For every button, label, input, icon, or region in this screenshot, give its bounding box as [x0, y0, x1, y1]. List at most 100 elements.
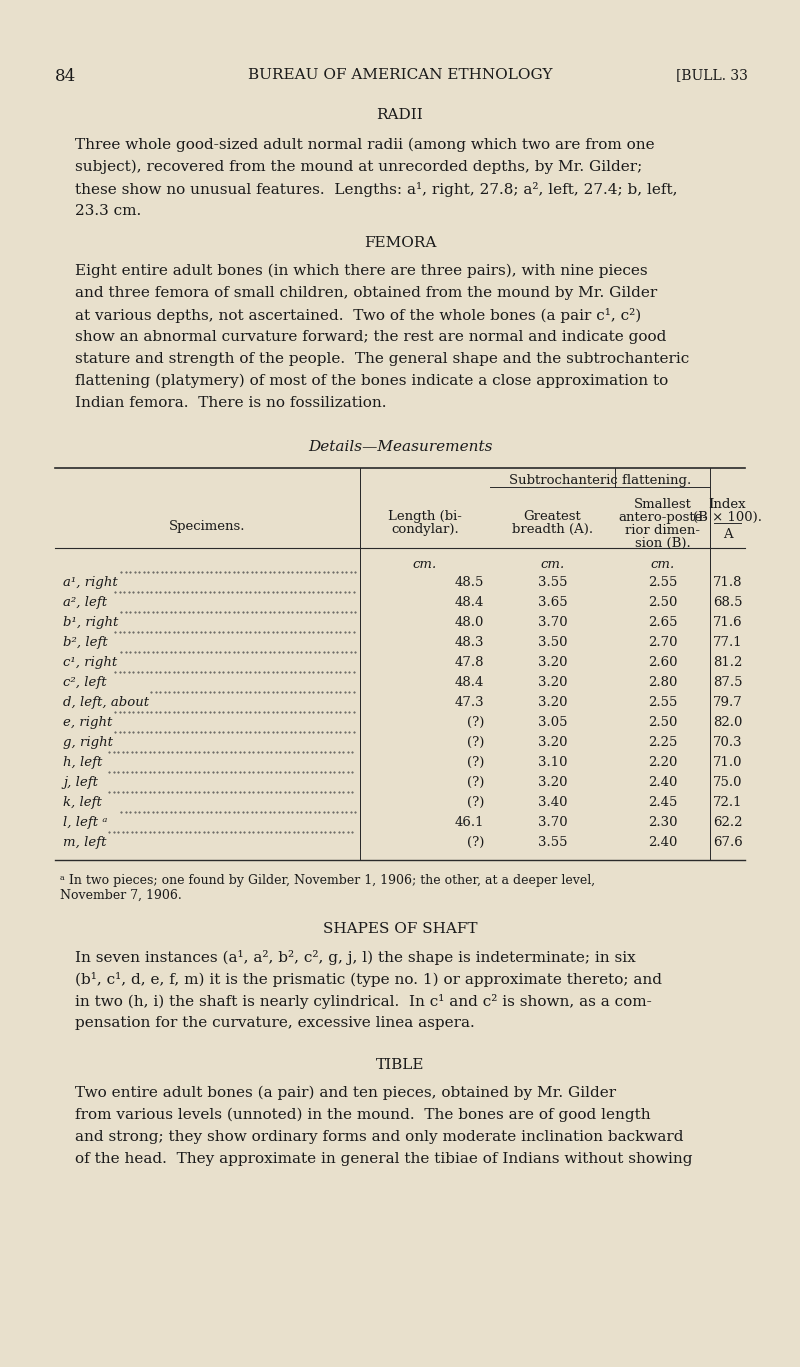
Text: flattening (platymery) of most of the bones indicate a close approximation to: flattening (platymery) of most of the bo… — [75, 375, 668, 388]
Text: 47.3: 47.3 — [454, 696, 484, 709]
Text: h, left: h, left — [63, 756, 102, 770]
Text: Index: Index — [709, 498, 746, 511]
Text: b², left: b², left — [63, 636, 108, 649]
Text: cm.: cm. — [650, 558, 674, 571]
Text: c¹, right: c¹, right — [63, 656, 118, 668]
Text: 87.5: 87.5 — [713, 677, 742, 689]
Text: subject), recovered from the mound at unrecorded depths, by Mr. Gilder;: subject), recovered from the mound at un… — [75, 160, 642, 175]
Text: Two entire adult bones (a pair) and ten pieces, obtained by Mr. Gilder: Two entire adult bones (a pair) and ten … — [75, 1085, 616, 1100]
Text: and strong; they show ordinary forms and only moderate inclination backward: and strong; they show ordinary forms and… — [75, 1131, 683, 1144]
Text: 3.05: 3.05 — [538, 716, 567, 729]
Text: 3.50: 3.50 — [538, 636, 567, 649]
Text: 3.40: 3.40 — [538, 796, 567, 809]
Text: A: A — [722, 528, 732, 541]
Text: rior dimen-: rior dimen- — [625, 524, 700, 537]
Text: show an abnormal curvature forward; the rest are normal and indicate good: show an abnormal curvature forward; the … — [75, 329, 666, 344]
Text: Eight entire adult bones (in which there are three pairs), with nine pieces: Eight entire adult bones (in which there… — [75, 264, 648, 279]
Text: 3.10: 3.10 — [538, 756, 567, 770]
Text: Greatest: Greatest — [524, 510, 582, 524]
Text: Specimens.: Specimens. — [170, 519, 246, 533]
Text: in two (h, i) the shaft is nearly cylindrical.  In c¹ and c² is shown, as a com-: in two (h, i) the shaft is nearly cylind… — [75, 994, 652, 1009]
Text: 84: 84 — [55, 68, 76, 85]
Text: 75.0: 75.0 — [713, 776, 742, 789]
Text: (?): (?) — [466, 796, 484, 809]
Text: Subtrochanteric flattening.: Subtrochanteric flattening. — [509, 474, 691, 487]
Text: TIBLE: TIBLE — [376, 1058, 424, 1072]
Text: 2.40: 2.40 — [648, 837, 677, 849]
Text: breadth (A).: breadth (A). — [512, 524, 593, 536]
Text: (?): (?) — [466, 756, 484, 770]
Text: 2.30: 2.30 — [648, 816, 678, 828]
Text: 3.55: 3.55 — [538, 837, 567, 849]
Text: FEMORA: FEMORA — [364, 236, 436, 250]
Text: from various levels (unnoted) in the mound.  The bones are of good length: from various levels (unnoted) in the mou… — [75, 1109, 650, 1122]
Text: 3.20: 3.20 — [538, 696, 567, 709]
Text: 2.50: 2.50 — [648, 596, 677, 610]
Text: 2.40: 2.40 — [648, 776, 677, 789]
Text: k, left: k, left — [63, 796, 102, 809]
Text: sion (B).: sion (B). — [634, 537, 690, 550]
Text: 77.1: 77.1 — [713, 636, 742, 649]
Text: cm.: cm. — [540, 558, 565, 571]
Text: g, right: g, right — [63, 735, 113, 749]
Text: stature and strength of the people.  The general shape and the subtrochanteric: stature and strength of the people. The … — [75, 351, 690, 366]
Text: (B × 100).: (B × 100). — [693, 511, 762, 524]
Text: Length (bi-: Length (bi- — [388, 510, 462, 524]
Text: 68.5: 68.5 — [713, 596, 742, 610]
Text: d, left, about: d, left, about — [63, 696, 149, 709]
Text: 48.5: 48.5 — [454, 576, 484, 589]
Text: j, left: j, left — [63, 776, 98, 789]
Text: 72.1: 72.1 — [713, 796, 742, 809]
Text: In seven instances (a¹, a², b², c², g, j, l) the shape is indeterminate; in six: In seven instances (a¹, a², b², c², g, j… — [75, 950, 636, 965]
Text: Details—Measurements: Details—Measurements — [308, 440, 492, 454]
Text: 71.0: 71.0 — [713, 756, 742, 770]
Text: (?): (?) — [466, 837, 484, 849]
Text: 3.20: 3.20 — [538, 776, 567, 789]
Text: (?): (?) — [466, 776, 484, 789]
Text: 2.60: 2.60 — [648, 656, 678, 668]
Text: b¹, right: b¹, right — [63, 617, 118, 629]
Text: 48.3: 48.3 — [454, 636, 484, 649]
Text: antero-poste-: antero-poste- — [618, 511, 707, 524]
Text: these show no unusual features.  Lengths: a¹, right, 27.8; a², left, 27.4; b, le: these show no unusual features. Lengths:… — [75, 182, 678, 197]
Text: 3.20: 3.20 — [538, 735, 567, 749]
Text: c², left: c², left — [63, 677, 106, 689]
Text: 2.45: 2.45 — [648, 796, 677, 809]
Text: 81.2: 81.2 — [713, 656, 742, 668]
Text: l, left ᵃ: l, left ᵃ — [63, 816, 107, 828]
Text: ᵃ In two pieces; one found by Gilder, November 1, 1906; the other, at a deeper l: ᵃ In two pieces; one found by Gilder, No… — [60, 874, 595, 887]
Text: Indian femora.  There is no fossilization.: Indian femora. There is no fossilization… — [75, 396, 386, 410]
Text: 48.4: 48.4 — [454, 596, 484, 610]
Text: a¹, right: a¹, right — [63, 576, 118, 589]
Text: 62.2: 62.2 — [713, 816, 742, 828]
Text: RADII: RADII — [377, 108, 423, 122]
Text: (b¹, c¹, d, e, f, m) it is the prismatic (type no. 1) or approximate thereto; an: (b¹, c¹, d, e, f, m) it is the prismatic… — [75, 972, 662, 987]
Text: 79.7: 79.7 — [713, 696, 742, 709]
Text: November 7, 1906.: November 7, 1906. — [60, 889, 182, 902]
Text: 70.3: 70.3 — [713, 735, 742, 749]
Text: 46.1: 46.1 — [454, 816, 484, 828]
Text: (?): (?) — [466, 735, 484, 749]
Text: [BULL. 33: [BULL. 33 — [676, 68, 748, 82]
Text: Smallest: Smallest — [634, 498, 691, 511]
Text: BUREAU OF AMERICAN ETHNOLOGY: BUREAU OF AMERICAN ETHNOLOGY — [248, 68, 552, 82]
Text: 2.55: 2.55 — [648, 696, 677, 709]
Text: 2.55: 2.55 — [648, 576, 677, 589]
Text: at various depths, not ascertained.  Two of the whole bones (a pair c¹, c²): at various depths, not ascertained. Two … — [75, 308, 642, 323]
Text: 82.0: 82.0 — [713, 716, 742, 729]
Text: e, right: e, right — [63, 716, 112, 729]
Text: 48.0: 48.0 — [454, 617, 484, 629]
Text: 2.25: 2.25 — [648, 735, 677, 749]
Text: 3.70: 3.70 — [538, 816, 567, 828]
Text: 2.65: 2.65 — [648, 617, 678, 629]
Text: 47.8: 47.8 — [454, 656, 484, 668]
Text: 3.70: 3.70 — [538, 617, 567, 629]
Text: (?): (?) — [466, 716, 484, 729]
Text: 2.80: 2.80 — [648, 677, 677, 689]
Text: 3.20: 3.20 — [538, 656, 567, 668]
Text: 2.50: 2.50 — [648, 716, 677, 729]
Text: 3.65: 3.65 — [538, 596, 567, 610]
Text: m, left: m, left — [63, 837, 106, 849]
Text: 3.20: 3.20 — [538, 677, 567, 689]
Text: 2.20: 2.20 — [648, 756, 677, 770]
